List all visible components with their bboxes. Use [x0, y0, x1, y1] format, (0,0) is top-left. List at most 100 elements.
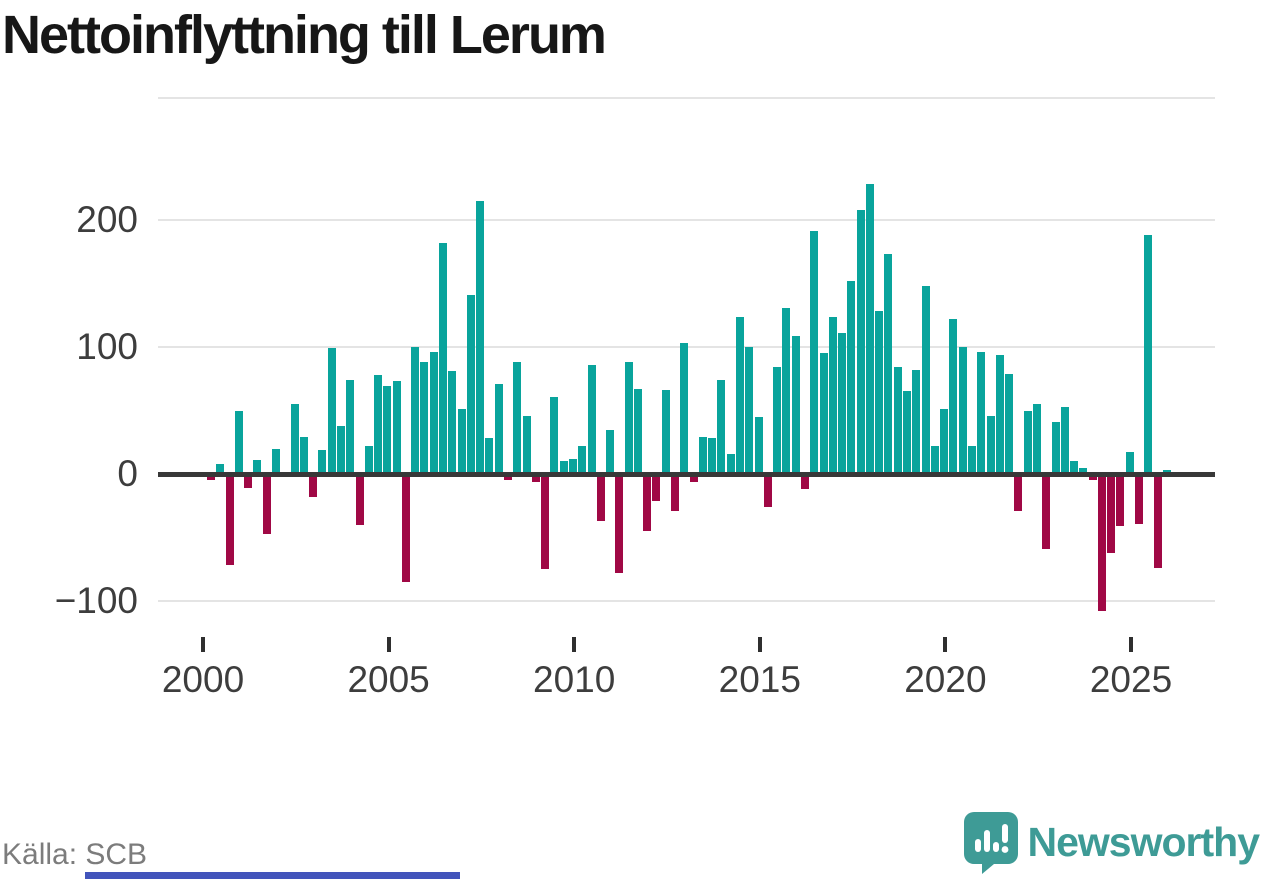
bottom-accent-strip — [85, 872, 460, 879]
bar-2008-q2 — [513, 362, 522, 474]
bar-2001-q3 — [262, 474, 271, 534]
y-axis-tick-label: −100 — [54, 580, 138, 621]
bar-2022-q1 — [1023, 410, 1032, 474]
bar-2010-q2 — [587, 364, 596, 474]
bar-2016-q1 — [800, 474, 809, 490]
bar-2011-q1 — [615, 474, 624, 574]
bar-2019-q4 — [940, 409, 949, 474]
zero-axis-line — [158, 471, 1215, 477]
bar-2023-q1 — [1060, 406, 1069, 474]
bar-2005-q2 — [401, 474, 410, 582]
bar-2019-q3 — [930, 446, 939, 474]
bar-2008-q1 — [504, 474, 512, 481]
newsworthy-wordmark: Newsworthy — [1027, 819, 1260, 865]
bar-2000-q4 — [234, 410, 243, 474]
bar-2000-q3 — [225, 474, 234, 566]
bar-2008-q4 — [531, 474, 540, 482]
bar-2002-q4 — [309, 474, 318, 497]
bar-2001-q2 — [253, 460, 262, 474]
bar-2013-q4 — [717, 380, 726, 474]
bar-2007-q4 — [494, 383, 503, 474]
bar-2006-q4 — [457, 409, 466, 474]
bar-2004-q1 — [355, 474, 364, 525]
x-axis-tick — [1129, 637, 1133, 652]
bar-2003-q4 — [346, 380, 355, 474]
y-axis-tick-label: 0 — [117, 453, 138, 494]
x-axis-tick-label: 2005 — [347, 659, 430, 700]
bar-2010-q3 — [596, 474, 605, 521]
gridline — [158, 219, 1215, 221]
bar-2022-q4 — [1051, 421, 1060, 474]
bar-2016-q4 — [828, 316, 837, 474]
bar-2009-q1 — [541, 474, 550, 570]
bar-2011-q3 — [633, 388, 642, 474]
bar-2007-q3 — [485, 438, 494, 474]
bar-2011-q4 — [643, 474, 652, 532]
bar-2003-q3 — [336, 425, 345, 474]
bar-2012-q3 — [671, 474, 679, 511]
bar-2001-q4 — [272, 448, 280, 474]
bar-2001-q1 — [244, 474, 253, 488]
bar-2012-q1 — [652, 474, 661, 501]
bar-2021-q4 — [1014, 474, 1023, 511]
bar-2003-q2 — [327, 348, 336, 474]
bar-2011-q2 — [624, 362, 633, 474]
bar-2014-q4 — [754, 416, 763, 474]
bar-2014-q3 — [745, 347, 754, 474]
x-axis-tick-label: 2000 — [161, 659, 245, 700]
bar-2006-q3 — [448, 371, 457, 474]
bar-2009-q3 — [559, 461, 568, 474]
bar-2024-q3 — [1116, 474, 1125, 527]
bar-2000-q2 — [216, 463, 225, 474]
bar-2019-q1 — [912, 369, 921, 474]
newsworthy-speech-bubble-icon — [963, 812, 1018, 874]
bar-2024-q4 — [1125, 452, 1134, 474]
bar-2003-q1 — [318, 449, 327, 474]
bar-2018-q2 — [884, 254, 893, 474]
bar-2019-q2 — [921, 286, 930, 474]
bar-2013-q2 — [698, 437, 707, 474]
bar-2022-q2 — [1032, 404, 1041, 474]
bar-2006-q1 — [429, 352, 438, 474]
x-axis-tick-label: 2025 — [1089, 659, 1173, 700]
bar-2020-q3 — [968, 446, 976, 474]
x-axis-tick — [572, 637, 577, 652]
bar-2007-q2 — [476, 200, 485, 474]
x-axis-tick — [757, 637, 762, 652]
bar-2024-q1 — [1097, 474, 1106, 612]
bar-2025-q2 — [1144, 235, 1153, 474]
bar-2021-q3 — [1005, 373, 1014, 474]
source-label: Källa: SCB — [2, 838, 148, 871]
bar-2015-q2 — [773, 367, 782, 474]
bar-2014-q1 — [726, 453, 735, 474]
y-axis-tick-label: 100 — [76, 326, 138, 367]
bar-2025-q1 — [1135, 474, 1143, 524]
bar-2023-q2 — [1070, 461, 1078, 474]
bar-2014-q2 — [736, 316, 744, 474]
bar-2020-q2 — [958, 347, 967, 474]
bar-2005-q3 — [411, 347, 420, 474]
bar-2010-q4 — [606, 429, 614, 475]
bar-2015-q3 — [782, 307, 791, 474]
bar-2012-q2 — [661, 390, 670, 474]
bar-2018-q3 — [893, 367, 902, 474]
bar-2000-q1 — [207, 474, 215, 481]
x-axis-tick — [201, 637, 205, 652]
bar-2017-q4 — [865, 184, 874, 474]
newsworthy-logo: Newsworthy — [963, 811, 1260, 874]
panel-top-gridline — [158, 97, 1215, 99]
bar-2008-q3 — [522, 415, 531, 474]
bar-2018-q1 — [875, 311, 884, 474]
chart-title: Nettoinflyttning till Lerum — [2, 5, 607, 65]
bar-2017-q3 — [856, 209, 865, 474]
bar-2016-q3 — [819, 353, 828, 475]
bar-2013-q1 — [689, 474, 698, 482]
bar-2025-q3 — [1153, 474, 1162, 568]
bar-2018-q4 — [903, 391, 911, 474]
bar-2015-q4 — [791, 335, 800, 474]
bar-2023-q3 — [1079, 467, 1088, 474]
bar-2009-q4 — [568, 458, 577, 474]
bar-2016-q2 — [810, 231, 819, 474]
x-axis-tick-label: 2015 — [718, 659, 801, 700]
